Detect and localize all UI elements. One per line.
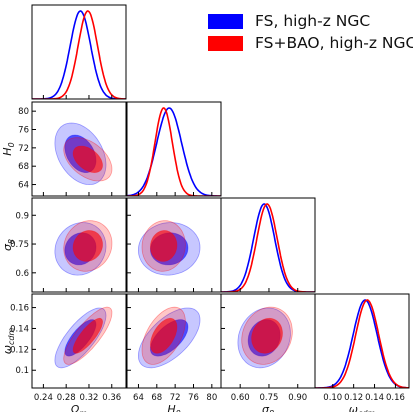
y-tick-label-1-1: 68 <box>18 162 29 172</box>
x-tick-label-2-1: 0.75 <box>259 393 278 403</box>
legend-item-fs-bao: FS+BAO, high-z NGC <box>208 32 413 54</box>
y-axis-label-2: σ8 <box>1 239 16 251</box>
panel-1-0 <box>54 122 113 186</box>
y-axis-label-1: H0 <box>1 142 16 155</box>
marginal-curve-fs-1 <box>127 107 221 196</box>
panel-frame-0-0 <box>31 4 127 100</box>
panel-1-1 <box>127 107 221 196</box>
legend: FS, high-z NGC FS+BAO, high-z NGC <box>208 10 413 54</box>
x-tick-label-0-2: 0.32 <box>80 393 99 403</box>
marginal-curve-fs-0 <box>32 10 126 99</box>
y-tick-label-1-4: 80 <box>18 107 29 117</box>
x-tick-label-1-2: 72 <box>170 393 181 403</box>
y-tick-label-2-1: 0.75 <box>10 240 29 250</box>
marginal-curve-fs-bao-0 <box>32 10 126 99</box>
y-tick-label-2-0: 0.6 <box>15 269 29 279</box>
x-tick-label-0-0: 0.24 <box>34 393 53 403</box>
panel-frame-2-0 <box>31 197 127 293</box>
y-tick-label-3-3: 0.16 <box>10 304 29 314</box>
panel-frame-2-2 <box>220 197 316 293</box>
x-tick-label-3-2: 0.14 <box>365 393 384 403</box>
y-tick-label-1-2: 72 <box>18 144 29 154</box>
legend-label-fs: FS, high-z NGC <box>255 12 371 30</box>
contour-fs-bao-1sigma-3-0 <box>72 317 104 354</box>
contour-fs-bao-1sigma-2-0 <box>72 230 103 262</box>
x-tick-label-1-4: 80 <box>206 393 217 403</box>
x-tick-label-0-3: 0.36 <box>102 393 121 403</box>
legend-item-fs: FS, high-z NGC <box>208 10 413 32</box>
y-tick-label-1-3: 76 <box>18 126 29 136</box>
y-tick-label-1-0: 64 <box>18 181 29 191</box>
y-tick-label-3-1: 0.12 <box>10 345 29 355</box>
x-tick-label-3-1: 0.12 <box>344 393 363 403</box>
panel-frame-3-3 <box>314 293 410 389</box>
y-axis-label-3: ωcdm <box>1 328 16 355</box>
panel-2-1 <box>137 220 201 276</box>
x-tick-label-2-0: 0.60 <box>231 393 250 403</box>
panel-2-2 <box>221 203 315 292</box>
marginal-curve-fs-bao-3 <box>315 299 409 388</box>
contour-fs-bao-1sigma-3-1 <box>149 317 178 354</box>
panel-frame-1-1 <box>126 101 222 197</box>
x-tick-label-3-0: 0.10 <box>323 393 342 403</box>
x-tick-label-3-3: 0.16 <box>386 393 405 403</box>
panel-frame-1-0 <box>31 101 127 197</box>
marginal-curve-fs-3 <box>315 299 409 388</box>
x-axis-label-2: σ8 <box>262 403 274 412</box>
panel-3-3 <box>315 299 409 388</box>
panel-2-0 <box>54 220 113 276</box>
panel-0-0 <box>32 10 126 99</box>
legend-label-fs-bao: FS+BAO, high-z NGC <box>255 34 413 52</box>
y-tick-label-3-2: 0.14 <box>10 324 29 334</box>
x-tick-label-2-2: 0.90 <box>288 393 307 403</box>
panel-3-2 <box>237 306 293 369</box>
panel-frame-3-0 <box>31 293 127 389</box>
x-axis-label-1: H0 <box>167 403 180 412</box>
contour-fs-bao-1sigma-1-0 <box>72 145 103 174</box>
x-tick-label-1-3: 76 <box>188 393 199 403</box>
legend-swatch-fs-bao <box>208 35 243 51</box>
legend-swatch-fs <box>208 13 243 29</box>
contour-fs-bao-1sigma-3-2 <box>251 317 283 354</box>
panel-3-0 <box>54 306 113 369</box>
x-tick-label-0-1: 0.28 <box>57 393 76 403</box>
marginal-curve-fs-2 <box>221 203 315 292</box>
x-tick-label-1-0: 64 <box>133 393 144 403</box>
panel-3-1 <box>137 306 201 369</box>
y-tick-label-2-2: 0.9 <box>15 211 29 221</box>
x-axis-label-0: Ωm <box>70 403 87 412</box>
marginal-curve-fs-bao-1 <box>127 107 221 196</box>
x-axis-label-3: ωcdm <box>349 403 376 412</box>
x-tick-label-1-1: 68 <box>151 393 162 403</box>
contour-fs-bao-1sigma-2-1 <box>149 230 178 262</box>
marginal-curve-fs-bao-2 <box>221 203 315 292</box>
y-tick-label-3-0: 0.1 <box>15 366 29 376</box>
